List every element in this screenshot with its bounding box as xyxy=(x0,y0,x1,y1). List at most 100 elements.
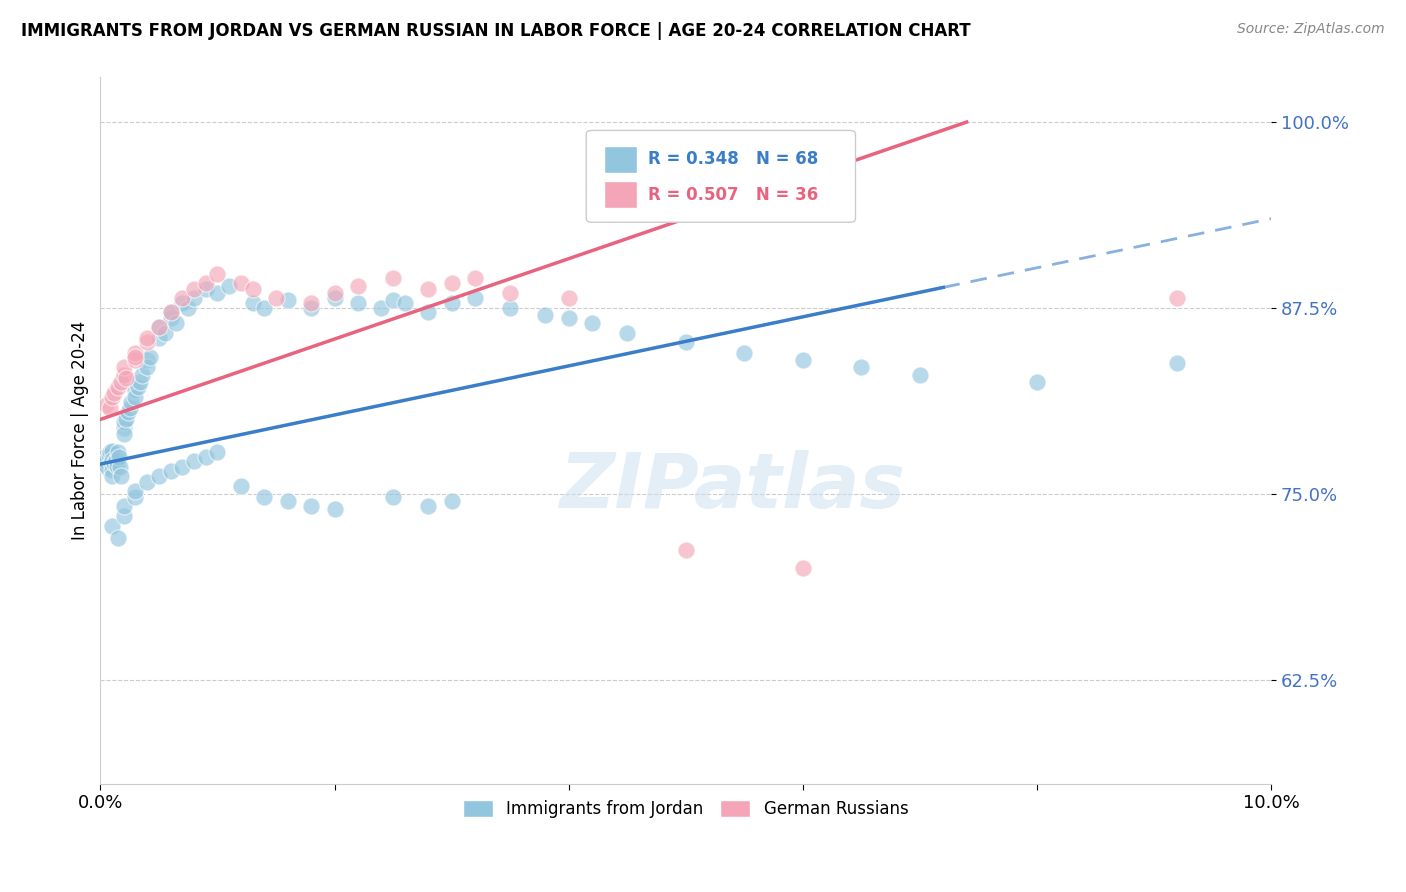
Point xyxy=(112,509,135,524)
Point xyxy=(115,371,138,385)
Point xyxy=(218,278,240,293)
Point xyxy=(112,499,135,513)
Point xyxy=(382,271,405,285)
Point xyxy=(98,445,121,459)
Point xyxy=(96,398,118,412)
Point xyxy=(118,401,141,415)
Point xyxy=(557,311,579,326)
Point xyxy=(93,450,115,464)
Point xyxy=(347,278,370,293)
Point xyxy=(124,350,146,364)
Point xyxy=(418,305,440,319)
Point xyxy=(98,401,121,415)
Point xyxy=(100,456,122,470)
Point xyxy=(1166,356,1188,370)
Point xyxy=(183,291,205,305)
Point xyxy=(124,483,146,498)
Point xyxy=(418,499,440,513)
Point xyxy=(194,450,217,464)
Point xyxy=(534,309,557,323)
Point xyxy=(101,469,124,483)
Point xyxy=(112,360,135,375)
Point xyxy=(101,390,124,404)
Point xyxy=(127,380,149,394)
Point xyxy=(581,316,603,330)
Point xyxy=(124,383,146,397)
Point xyxy=(242,296,264,310)
Point xyxy=(194,276,217,290)
Point xyxy=(110,460,132,475)
Point xyxy=(172,296,194,310)
Point xyxy=(675,335,697,350)
Point xyxy=(207,286,229,301)
Point xyxy=(242,282,264,296)
Point xyxy=(103,385,125,400)
Point xyxy=(733,345,755,359)
Point xyxy=(299,296,322,310)
Point xyxy=(96,454,118,468)
Point xyxy=(792,561,814,575)
Point xyxy=(96,460,118,475)
Point xyxy=(499,301,522,315)
Point xyxy=(136,331,159,345)
Point xyxy=(499,286,522,301)
Point xyxy=(153,326,176,341)
Point xyxy=(675,543,697,558)
Point xyxy=(124,390,146,404)
Point xyxy=(148,320,170,334)
Point xyxy=(177,301,200,315)
Text: ZIPatlas: ZIPatlas xyxy=(560,450,905,524)
Point xyxy=(107,380,129,394)
Point xyxy=(124,353,146,368)
Point xyxy=(323,501,346,516)
Point xyxy=(394,296,416,310)
Point xyxy=(136,335,159,350)
Point xyxy=(112,368,135,382)
Legend: Immigrants from Jordan, German Russians: Immigrants from Jordan, German Russians xyxy=(457,793,915,825)
Point xyxy=(159,305,181,319)
Point xyxy=(464,291,486,305)
Point xyxy=(148,469,170,483)
Point xyxy=(101,519,124,533)
Point xyxy=(440,494,463,508)
Point xyxy=(1166,291,1188,305)
Text: R = 0.507   N = 36: R = 0.507 N = 36 xyxy=(648,186,818,203)
Point xyxy=(172,291,194,305)
Point xyxy=(101,452,124,467)
Point xyxy=(183,282,205,296)
Point xyxy=(323,291,346,305)
Point xyxy=(183,454,205,468)
Point xyxy=(110,469,132,483)
Point xyxy=(792,353,814,368)
Point xyxy=(97,448,120,462)
Point xyxy=(112,416,135,430)
Point xyxy=(277,494,299,508)
Point xyxy=(264,291,287,305)
Point xyxy=(136,360,159,375)
Point xyxy=(299,301,322,315)
Point xyxy=(229,276,252,290)
Point xyxy=(851,360,873,375)
Point xyxy=(110,376,132,390)
Point xyxy=(108,450,131,464)
Point xyxy=(207,445,229,459)
Point xyxy=(418,282,440,296)
Point xyxy=(464,271,486,285)
Point xyxy=(136,475,159,489)
Point xyxy=(101,443,124,458)
Point xyxy=(382,293,405,308)
Point xyxy=(1026,376,1049,390)
Point xyxy=(115,412,138,426)
Point xyxy=(207,267,229,281)
Point xyxy=(229,479,252,493)
Point xyxy=(616,326,638,341)
Text: Source: ZipAtlas.com: Source: ZipAtlas.com xyxy=(1237,22,1385,37)
Point xyxy=(557,291,579,305)
Point xyxy=(159,311,181,326)
Point xyxy=(382,490,405,504)
Point xyxy=(347,296,370,310)
Point xyxy=(253,490,276,504)
Y-axis label: In Labor Force | Age 20-24: In Labor Force | Age 20-24 xyxy=(72,321,89,541)
Point xyxy=(101,463,124,477)
Text: IMMIGRANTS FROM JORDAN VS GERMAN RUSSIAN IN LABOR FORCE | AGE 20-24 CORRELATION : IMMIGRANTS FROM JORDAN VS GERMAN RUSSIAN… xyxy=(21,22,970,40)
